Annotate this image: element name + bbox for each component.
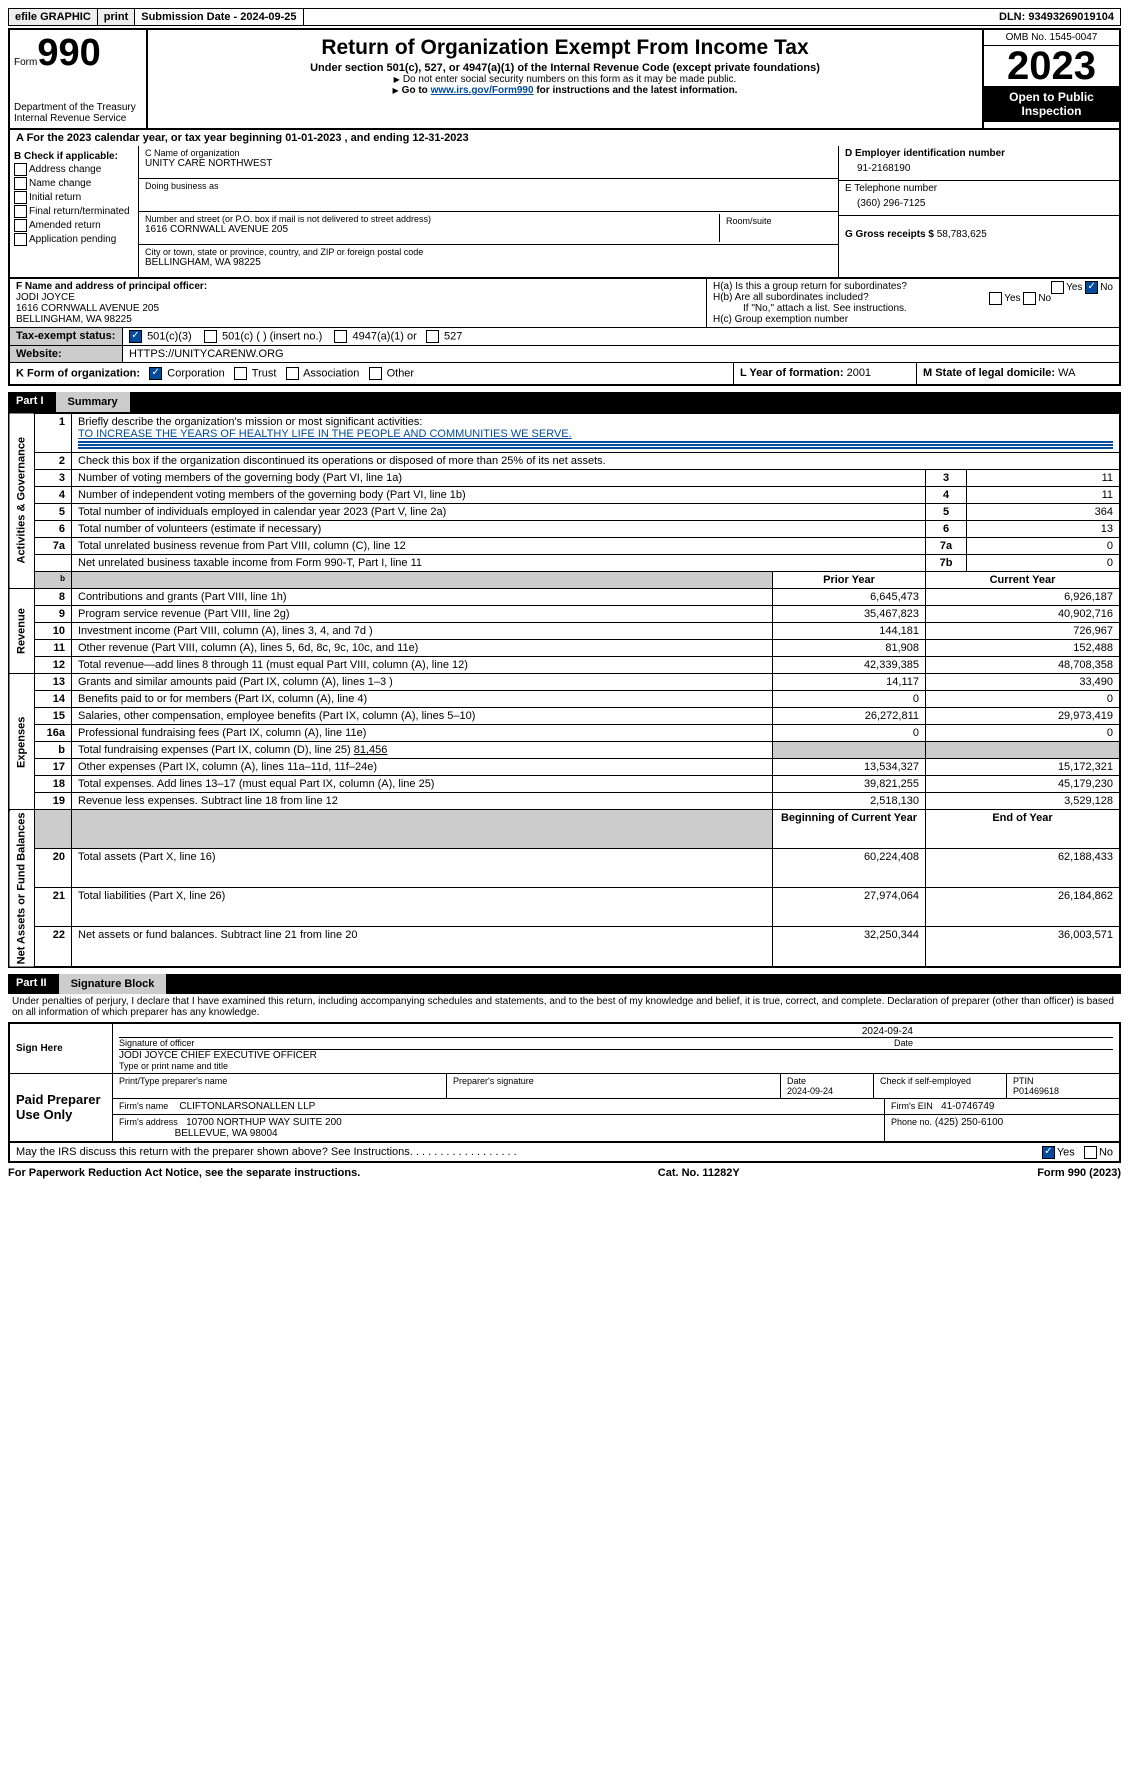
form-number: 990 <box>37 32 100 74</box>
firm-name: CLIFTONLARSONALLEN LLP <box>179 1101 315 1112</box>
val-3: 11 <box>967 470 1121 487</box>
city-state-zip: BELLINGHAM, WA 98225 <box>145 257 832 268</box>
ssn-note: Do not enter social security numbers on … <box>156 74 974 85</box>
mission-statement: TO INCREASE THE YEARS OF HEALTHY LIFE IN… <box>78 428 572 440</box>
open-to-public: Open to Public Inspection <box>984 86 1119 122</box>
checkbox-address-change[interactable] <box>14 163 27 176</box>
part-1-header: Part ISummary <box>8 392 1121 412</box>
efile-button[interactable]: efile GRAPHIC <box>9 9 98 25</box>
checkbox-discuss-yes[interactable] <box>1042 1146 1055 1159</box>
instructions-note: Go to www.irs.gov/Form990 for instructio… <box>156 85 974 96</box>
summary-table: Activities & Governance 1 Briefly descri… <box>8 412 1121 968</box>
firm-phone: (425) 250-6100 <box>935 1117 1003 1128</box>
checkbox-corp[interactable] <box>149 367 162 380</box>
officer-name: JODI JOYCE <box>16 292 75 303</box>
side-expenses: Expenses <box>9 674 35 810</box>
dln: DLN: 93493269019104 <box>993 9 1120 25</box>
tax-exempt-row: Tax-exempt status: 501(c)(3) 501(c) ( ) … <box>8 328 1121 346</box>
submission-date: Submission Date - 2024-09-25 <box>135 9 303 25</box>
checkbox-ha-yes[interactable] <box>1051 281 1064 294</box>
ptin: P01469618 <box>1013 1086 1059 1096</box>
checkbox-initial-return[interactable] <box>14 191 27 204</box>
ein: 91-2168190 <box>845 159 1113 178</box>
street-address: 1616 CORNWALL AVENUE 205 <box>145 224 719 235</box>
org-name: UNITY CARE NORTHWEST <box>145 158 832 169</box>
checkbox-final-return[interactable] <box>14 205 27 218</box>
side-net-assets: Net Assets or Fund Balances <box>9 810 35 967</box>
footer: For Paperwork Reduction Act Notice, see … <box>8 1167 1121 1179</box>
print-button[interactable]: print <box>98 9 135 25</box>
box-b: B Check if applicable: Address change Na… <box>10 146 139 277</box>
perjury-declaration: Under penalties of perjury, I declare th… <box>8 994 1121 1020</box>
irs-link[interactable]: www.irs.gov/Form990 <box>431 85 534 96</box>
checkbox-name-change[interactable] <box>14 177 27 190</box>
state-domicile: WA <box>1058 367 1075 379</box>
checkbox-501c3[interactable] <box>129 330 142 343</box>
officer-signature: JODI JOYCE CHIEF EXECUTIVE OFFICER <box>119 1050 317 1061</box>
checkbox-527[interactable] <box>426 330 439 343</box>
checkbox-trust[interactable] <box>234 367 247 380</box>
side-governance: Activities & Governance <box>9 413 35 589</box>
checkbox-amended[interactable] <box>14 219 27 232</box>
website-row: Website: HTTPS://UNITYCARENW.ORG <box>8 346 1121 363</box>
checkbox-ha-no[interactable] <box>1085 281 1098 294</box>
gross-receipts: 58,783,625 <box>937 229 987 240</box>
form-title: Return of Organization Exempt From Incom… <box>156 36 974 60</box>
checkbox-app-pending[interactable] <box>14 233 27 246</box>
topbar: efile GRAPHIC print Submission Date - 20… <box>8 8 1121 26</box>
principal-officer-row: F Name and address of principal officer:… <box>8 279 1121 328</box>
signature-block: Sign Here 2024-09-24 Signature of office… <box>8 1022 1121 1163</box>
val-6: 13 <box>967 521 1121 538</box>
val-5: 364 <box>967 504 1121 521</box>
form-label: Form <box>14 57 37 68</box>
checkbox-hb-no[interactable] <box>1023 292 1036 305</box>
form-header: Form990 Department of the Treasury Inter… <box>8 28 1121 130</box>
tax-year: 2023 <box>984 46 1119 86</box>
telephone: (360) 296-7125 <box>845 194 1113 213</box>
department: Department of the Treasury Internal Reve… <box>14 102 142 124</box>
checkbox-assoc[interactable] <box>286 367 299 380</box>
line-a: A For the 2023 calendar year, or tax yea… <box>8 130 1121 146</box>
entity-info: B Check if applicable: Address change Na… <box>8 146 1121 279</box>
year-formation: 2001 <box>847 367 871 379</box>
website-url: HTTPS://UNITYCARENW.ORG <box>123 346 1119 362</box>
form-subtitle: Under section 501(c), 527, or 4947(a)(1)… <box>156 62 974 74</box>
checkbox-501c[interactable] <box>204 330 217 343</box>
checkbox-4947[interactable] <box>334 330 347 343</box>
checkbox-hb-yes[interactable] <box>989 292 1002 305</box>
checkbox-other[interactable] <box>369 367 382 380</box>
val-7a: 0 <box>967 538 1121 555</box>
val-4: 11 <box>967 487 1121 504</box>
part-2-header: Part IISignature Block <box>8 974 1121 994</box>
firm-ein: 41-0746749 <box>941 1101 994 1112</box>
val-7b: 0 <box>967 555 1121 572</box>
side-revenue: Revenue <box>9 589 35 674</box>
form-org-row: K Form of organization: Corporation Trus… <box>8 363 1121 386</box>
checkbox-discuss-no[interactable] <box>1084 1146 1097 1159</box>
